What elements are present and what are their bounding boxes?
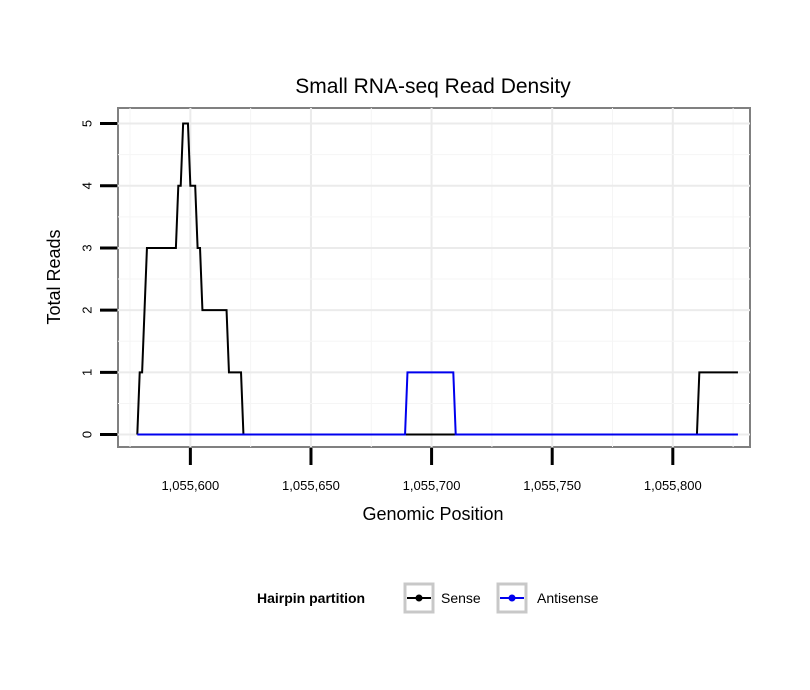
x-tick-label-4: 1,055,800 [644, 478, 702, 493]
x-tick-label-1: 1,055,650 [282, 478, 340, 493]
x-axis-title: Genomic Position [362, 504, 503, 524]
y-tick-label-0: 0 [80, 431, 95, 438]
chart-title: Small RNA-seq Read Density [295, 75, 571, 98]
x-tick-label-2: 1,055,700 [403, 478, 461, 493]
legend-label-antisense: Antisense [537, 590, 599, 606]
legend-item-sense: Sense [403, 582, 481, 614]
legend: Hairpin partition Sense Antisense [257, 582, 599, 614]
y-tick-label-5: 5 [80, 120, 95, 127]
legend-title: Hairpin partition [257, 590, 365, 606]
plot-panel [117, 107, 751, 448]
y-tick-label-4: 4 [80, 182, 95, 189]
y-tick-label-2: 2 [80, 307, 95, 314]
legend-dot-antisense [508, 594, 516, 602]
series-layer [136, 122, 738, 436]
y-axis: 0 1 2 3 4 5 [80, 120, 117, 438]
y-axis-title: Total Reads [44, 229, 64, 324]
y-tick-label-1: 1 [80, 369, 95, 376]
x-axis: 1,055,600 1,055,650 1,055,700 1,055,750 1,05… [161, 448, 702, 493]
x-tick-label-0: 1,055,600 [161, 478, 219, 493]
series-line-antisense [137, 371, 738, 436]
y-tick-label-3: 3 [80, 244, 95, 251]
legend-dot-sense [415, 594, 423, 602]
legend-label-sense: Sense [441, 590, 481, 606]
legend-item-antisense: Antisense [496, 582, 599, 614]
x-tick-label-3: 1,055,750 [523, 478, 581, 493]
series-line-sense [136, 122, 738, 436]
